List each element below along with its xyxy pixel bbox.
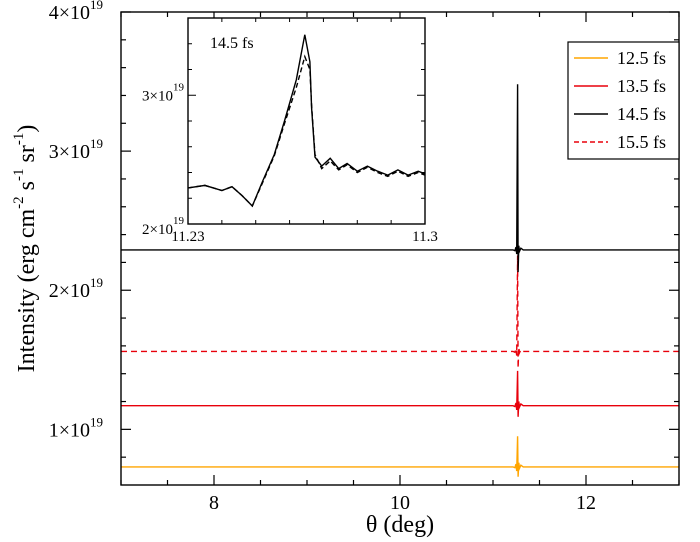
y-tick-label: 2×1019 (49, 275, 103, 302)
inset-x-tick-label: 11.3 (412, 229, 438, 245)
inset-x-tick-label: 11.23 (171, 229, 204, 245)
legend-label: 15.5 fs (617, 132, 666, 152)
inset-y-tick-label: 3×1019 (142, 81, 184, 104)
x-axis-title: θ (deg) (366, 512, 434, 538)
series-line-14-5-fs (121, 84, 679, 273)
inset-series-line-dashed (187, 54, 426, 208)
inset-y-tick-label: 2×1019 (142, 215, 184, 238)
legend-box (567, 41, 680, 160)
legend: 12.5 fs 13.5 fs 14.5 fs 15.5 fs (567, 41, 680, 160)
series-line-15-5-fs (121, 255, 679, 369)
x-tick-label: 8 (209, 492, 219, 514)
y-tick-label: 4×1019 (49, 0, 103, 24)
inset-series-line-solid (187, 34, 426, 208)
legend-label: 13.5 fs (617, 76, 666, 96)
y-tick-label: 1×1019 (49, 414, 103, 441)
inset-background (188, 18, 425, 224)
y-axis-title: Intensity (erg cm-2 s-1 sr-1) (11, 125, 40, 373)
y-tick-label: 3×1019 (49, 136, 103, 163)
main-plot: 8 10 12 1×1019 2×1019 3×1019 4×1019 θ (deg) Inte… (11, 0, 680, 538)
inset-annotation: 14.5 fs (210, 35, 254, 52)
series-line-12-5-fs (121, 436, 679, 477)
x-tick-label: 12 (576, 492, 596, 514)
series-line-13-5-fs (121, 370, 679, 417)
x-tick-label: 10 (390, 492, 410, 514)
legend-label: 12.5 fs (617, 48, 666, 68)
inset-plot: 11.23 11.3 2×1019 3×1019 14.5 fs (142, 17, 438, 245)
legend-label: 14.5 fs (617, 104, 666, 124)
